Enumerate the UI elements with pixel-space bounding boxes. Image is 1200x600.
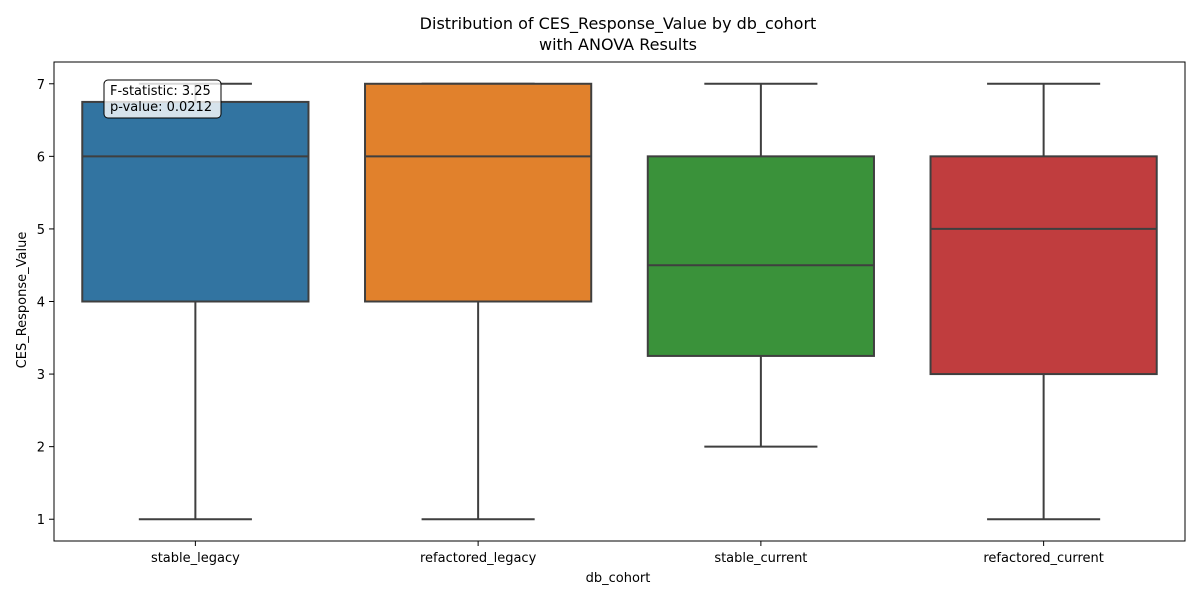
y-tick-label-7: 7	[37, 78, 45, 93]
anova-p-value: p-value: 0.0212	[110, 100, 212, 115]
plot-frame	[53, 61, 1186, 542]
box-stable-legacy	[81, 100, 310, 303]
box-stable-current	[646, 155, 875, 357]
box-refactored-current	[929, 155, 1158, 376]
x-tick-label-refactored-current: refactored_current	[983, 551, 1104, 566]
box-refactored-legacy	[364, 82, 593, 303]
plot-area: stable_legacy refactored_legacy stable_cur…	[37, 61, 1186, 566]
anova-annotation-box	[103, 79, 222, 119]
y-tick-label-5: 5	[37, 223, 45, 238]
x-tick-label-stable-current: stable_current	[714, 551, 807, 566]
y-axis-label: CES_Response_Value	[15, 232, 30, 369]
x-tick-label-stable-legacy: stable_legacy	[151, 551, 240, 566]
anova-f-statistic: F-statistic: 3.25	[110, 84, 211, 99]
chart-title-line1: Distribution of CES_Response_Value by db…	[420, 14, 817, 34]
y-tick-label-6: 6	[37, 150, 45, 165]
x-tick-label-refactored-legacy: refactored_legacy	[420, 551, 537, 566]
y-tick-label-3: 3	[37, 368, 45, 383]
chart-title-line2: with ANOVA Results	[539, 35, 697, 54]
x-axis-label: db_cohort	[586, 571, 651, 586]
y-tick-label-2: 2	[37, 441, 45, 456]
y-tick-label-1: 1	[37, 513, 45, 528]
y-tick-label-4: 4	[37, 296, 45, 311]
